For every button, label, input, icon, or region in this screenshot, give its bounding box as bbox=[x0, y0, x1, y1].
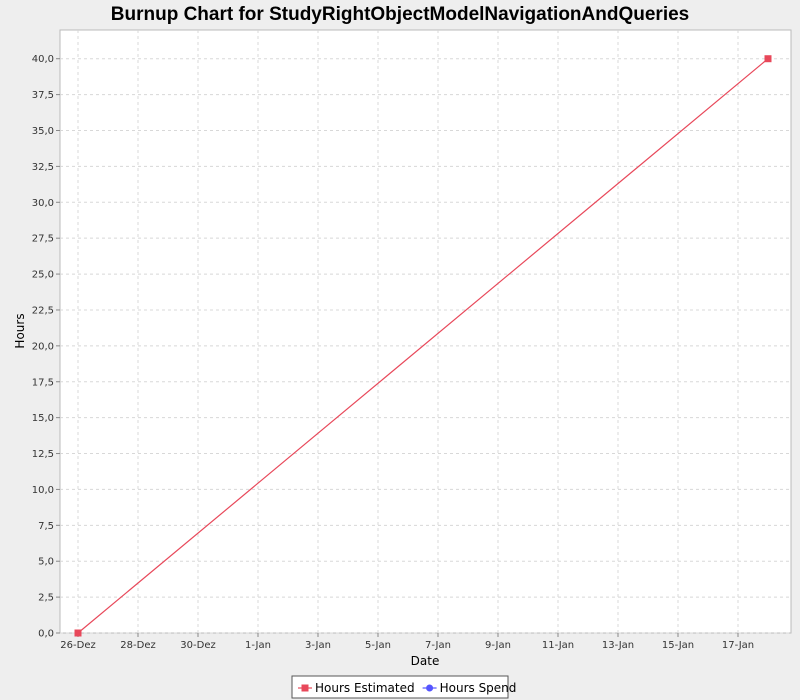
series-layer bbox=[74, 55, 772, 637]
y-tick-label: 0,0 bbox=[38, 629, 54, 640]
legend-marker bbox=[301, 684, 309, 692]
legend-label: Hours Spend bbox=[440, 681, 517, 695]
y-tick-label: 32,5 bbox=[32, 162, 54, 173]
y-tick-label: 27,5 bbox=[32, 234, 54, 245]
y-axis-title: Hours bbox=[13, 313, 27, 348]
legend-marker bbox=[426, 684, 434, 692]
x-tick-label: 15-Jan bbox=[662, 640, 694, 651]
x-tick-label: 26-Dez bbox=[60, 640, 95, 651]
legend: Hours Estimated Hours Spend bbox=[291, 675, 517, 699]
series-line bbox=[77, 58, 769, 634]
y-tick-label: 17,5 bbox=[32, 377, 54, 388]
x-tick-label: 11-Jan bbox=[542, 640, 574, 651]
grid-lines bbox=[60, 30, 791, 634]
y-tick-label: 7,5 bbox=[38, 521, 54, 532]
y-tick-label: 25,0 bbox=[32, 270, 54, 281]
legend-item: Hours Estimated bbox=[298, 681, 415, 695]
x-tick-label: 7-Jan bbox=[425, 640, 451, 651]
x-tick-label: 9-Jan bbox=[485, 640, 511, 651]
x-tick-label: 5-Jan bbox=[365, 640, 391, 651]
x-tick-label: 17-Jan bbox=[722, 640, 754, 651]
x-tick-label: 1-Jan bbox=[245, 640, 271, 651]
x-tick-label: 13-Jan bbox=[602, 640, 634, 651]
data-point bbox=[74, 629, 82, 637]
y-tick-label: 20,0 bbox=[32, 341, 54, 352]
plot-area bbox=[59, 29, 792, 634]
y-tick-label: 22,5 bbox=[32, 305, 54, 316]
y-tick-label: 37,5 bbox=[32, 90, 54, 101]
chart-title: Burnup Chart for StudyRightObjectModelNa… bbox=[111, 4, 689, 25]
y-tick-label: 5,0 bbox=[38, 557, 54, 568]
legend-box bbox=[291, 675, 509, 699]
y-tick-label: 40,0 bbox=[32, 54, 54, 65]
y-tick-label: 15,0 bbox=[32, 413, 54, 424]
y-axis: 0,0 2,5 5,0 7,5 10,0 12,5 15,0 17,5 20,0 22,5 25,0… bbox=[32, 54, 60, 640]
x-tick-label: 3-Jan bbox=[305, 640, 331, 651]
x-tick-label: 30-Dez bbox=[180, 640, 215, 651]
y-tick-label: 12,5 bbox=[32, 449, 54, 460]
y-tick-label: 30,0 bbox=[32, 198, 54, 209]
data-point bbox=[764, 55, 772, 63]
y-tick-label: 35,0 bbox=[32, 126, 54, 137]
legend-item: Hours Spend bbox=[422, 681, 517, 695]
x-axis: 26-Dez 28-Dez 30-Dez 1-Jan 3-Jan 5-Jan 7-Jan 9-… bbox=[60, 633, 754, 651]
y-tick-label: 10,0 bbox=[32, 485, 54, 496]
y-tick-label: 2,5 bbox=[38, 593, 54, 604]
legend-label: Hours Estimated bbox=[315, 681, 415, 695]
x-tick-label: 28-Dez bbox=[120, 640, 155, 651]
x-axis-title: Date bbox=[411, 654, 440, 668]
